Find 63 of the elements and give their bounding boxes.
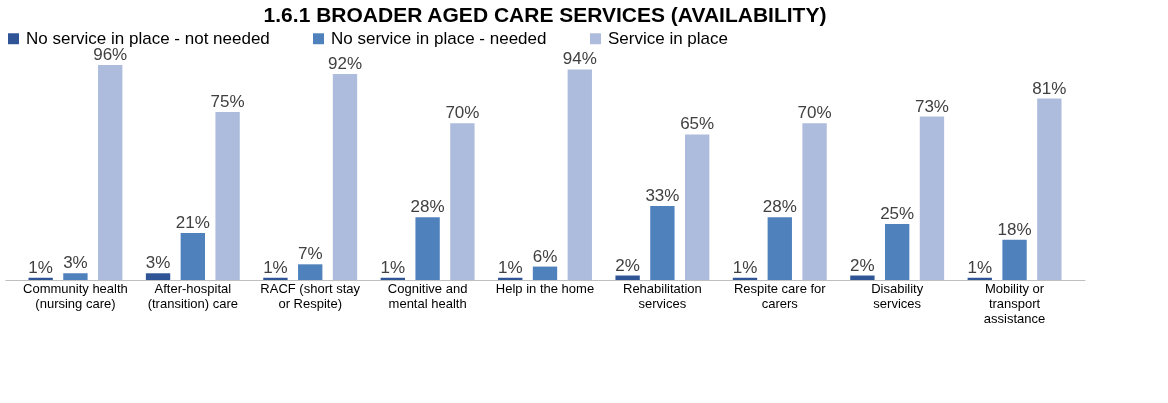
x-tick-label: Disability services	[871, 280, 924, 311]
bar	[215, 112, 240, 280]
x-tick-label: Respite care for carers	[733, 280, 827, 311]
data-label: 2%	[615, 255, 640, 275]
data-label: 1%	[263, 257, 288, 277]
data-label: 92%	[327, 53, 363, 73]
bar	[63, 273, 88, 280]
bar	[919, 116, 945, 280]
x-tick-label: Cognitive and mental health	[387, 280, 468, 311]
x-tick-label: Community health (nursing care)	[23, 280, 128, 311]
x-tick-label: Mobility or transport assistance	[983, 280, 1046, 326]
data-label: 28%	[410, 197, 445, 217]
data-label: 70%	[445, 103, 480, 123]
bar	[615, 275, 640, 280]
data-label: 81%	[1032, 78, 1067, 98]
data-label: 94%	[562, 49, 597, 69]
bar	[98, 65, 123, 280]
bar	[263, 277, 288, 280]
bar	[650, 206, 675, 280]
x-tick-label: Rehabilitation services	[623, 280, 702, 311]
bar	[850, 275, 875, 280]
data-label: 2%	[850, 255, 875, 275]
bar	[332, 73, 358, 280]
bar	[1037, 98, 1062, 280]
bar	[685, 134, 710, 280]
bar	[885, 224, 910, 280]
data-label: 70%	[797, 103, 832, 123]
data-label: 1%	[28, 257, 53, 277]
bar	[802, 123, 827, 280]
data-label: 28%	[762, 197, 797, 217]
bar	[180, 232, 205, 280]
data-label: 3%	[63, 253, 88, 273]
legend-label: Service in place	[608, 28, 729, 48]
bar	[28, 277, 53, 280]
data-label: 21%	[175, 212, 210, 232]
bar	[767, 217, 792, 280]
data-label: 1%	[732, 257, 758, 277]
data-label: 1%	[380, 257, 406, 277]
data-label: 1%	[497, 257, 523, 277]
data-label: 25%	[880, 204, 915, 224]
legend-label: No service in place - not needed	[26, 28, 270, 48]
x-tick-label: RACF (short stay or Respite)	[260, 280, 361, 311]
legend-label: No service in place - needed	[331, 28, 547, 48]
x-tick-label: Help in the home	[495, 280, 595, 296]
data-label: 65%	[680, 114, 715, 134]
data-label: 1%	[967, 257, 993, 277]
bar	[1002, 239, 1027, 280]
data-label: 73%	[914, 96, 949, 116]
x-tick-label: After-hospital (transition) care	[147, 280, 238, 311]
bar	[145, 273, 171, 280]
data-label: 3%	[145, 253, 171, 273]
bar	[450, 123, 475, 280]
bar	[298, 264, 323, 280]
bar	[567, 69, 592, 280]
data-label: 33%	[645, 186, 680, 206]
bar	[415, 217, 440, 280]
data-label: 6%	[532, 246, 558, 266]
data-label: 7%	[297, 244, 323, 264]
data-label: 18%	[997, 219, 1032, 239]
data-label: 96%	[93, 45, 128, 64]
bar	[532, 266, 558, 280]
chart-title: 1.6.1 BROADER AGED CARE SERVICES (AVAILABILITY)	[263, 3, 827, 26]
data-label: 75%	[210, 92, 245, 112]
